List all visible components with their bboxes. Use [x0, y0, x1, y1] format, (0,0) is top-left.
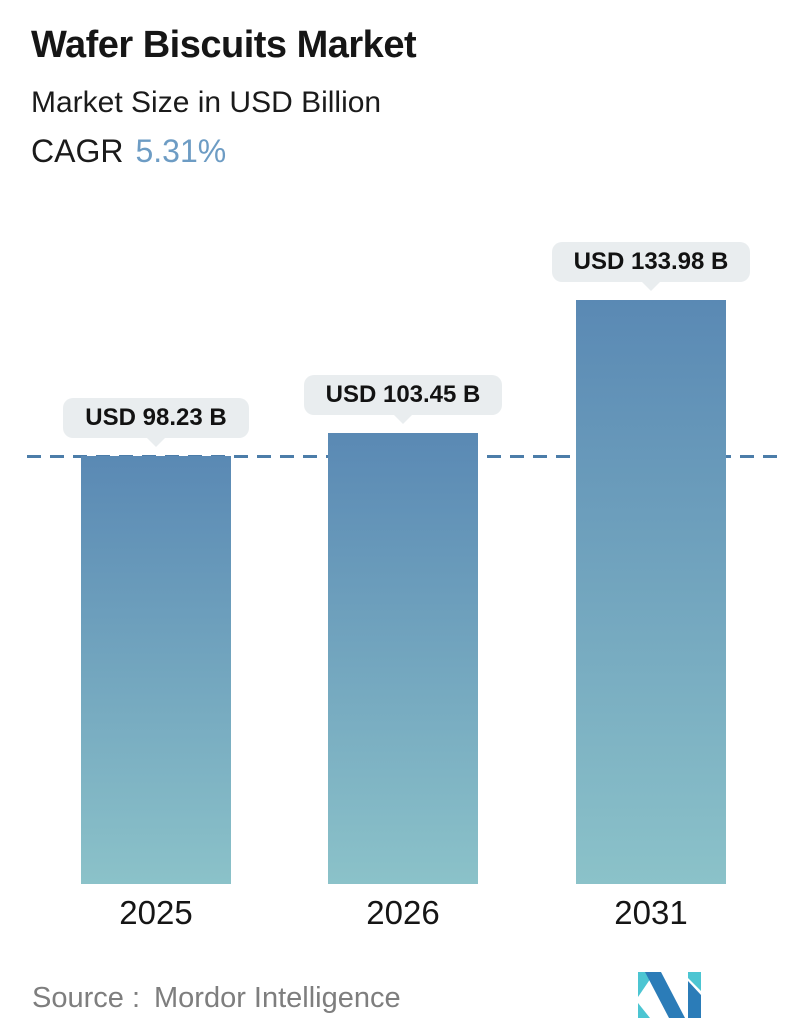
- pill-pointer-icon: [145, 436, 167, 447]
- x-axis-label-2026: 2026: [366, 894, 440, 931]
- source-label: Source :: [32, 982, 140, 1014]
- value-label-pill: USD 133.98 B: [551, 242, 751, 282]
- pill-pointer-icon: [392, 413, 414, 424]
- value-label-pill: USD 103.45 B: [303, 375, 503, 415]
- source-value: Mordor Intelligence: [154, 982, 401, 1014]
- cagr-label: CAGR: [31, 133, 124, 169]
- cagr-line: CAGR 5.31%: [31, 133, 226, 170]
- bar-column-2026: USD 103.45 B: [303, 375, 503, 884]
- bar-column-2025: USD 98.23 B: [63, 398, 249, 884]
- mordor-intelligence-logo: [638, 972, 701, 1018]
- value-label-pill: USD 98.23 B: [63, 398, 249, 438]
- pill-pointer-icon: [640, 280, 662, 291]
- x-axis-label-2031: 2031: [614, 894, 688, 931]
- cagr-value: 5.31%: [135, 133, 227, 169]
- bar-column-2031: USD 133.98 B: [551, 242, 751, 884]
- bar-2031: [576, 300, 726, 884]
- page-title: Wafer Biscuits Market: [31, 24, 417, 66]
- bar-chart: USD 98.23 B USD 103.45 B USD 133.98 B: [0, 240, 796, 884]
- bar-2025: [81, 456, 231, 884]
- x-axis-label-2025: 2025: [119, 894, 193, 931]
- bar-2026: [328, 433, 478, 884]
- source-text: Source : Mordor Intelligence: [32, 982, 401, 1015]
- chart-subtitle: Market Size in USD Billion: [31, 86, 382, 119]
